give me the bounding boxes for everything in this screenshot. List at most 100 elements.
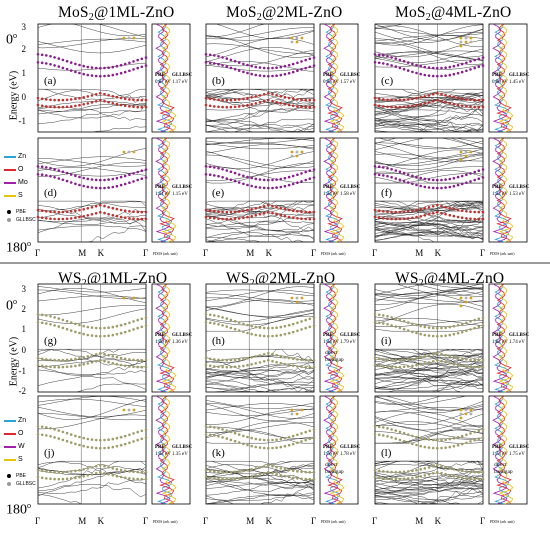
pdos-axis-label: PDOS (arb. unit) bbox=[321, 252, 346, 256]
cb-marker bbox=[250, 324, 253, 328]
structure-atom bbox=[127, 408, 131, 412]
cb-marker bbox=[382, 166, 385, 169]
cb-marker bbox=[213, 62, 216, 65]
structure-atom bbox=[122, 408, 126, 412]
vb-marker bbox=[473, 210, 477, 214]
vb-marker bbox=[465, 105, 468, 108]
structure-atom bbox=[290, 154, 294, 158]
vb-marker bbox=[128, 217, 131, 220]
cb-marker bbox=[287, 435, 291, 439]
vb-marker bbox=[373, 468, 377, 472]
k-point-label: Γ bbox=[203, 248, 208, 258]
vb-marker bbox=[86, 467, 90, 470]
vb-marker bbox=[377, 476, 381, 480]
cb-marker bbox=[279, 333, 283, 337]
vb-marker bbox=[300, 358, 303, 362]
pdos-curve bbox=[327, 137, 343, 243]
cb-marker bbox=[204, 313, 208, 316]
vb-marker bbox=[90, 473, 94, 476]
vb-marker bbox=[233, 365, 237, 369]
vb-marker bbox=[444, 205, 447, 209]
vb-marker bbox=[123, 104, 127, 108]
cb-marker bbox=[275, 66, 278, 69]
cb-marker bbox=[300, 172, 303, 175]
vb-marker bbox=[78, 103, 81, 107]
vb-marker bbox=[308, 210, 312, 214]
cb-marker bbox=[237, 433, 241, 436]
cb-marker bbox=[65, 431, 69, 435]
cb-marker bbox=[431, 326, 435, 330]
cb-marker bbox=[423, 437, 427, 441]
band-line bbox=[37, 369, 147, 375]
cb-marker bbox=[61, 438, 65, 442]
band-line bbox=[374, 351, 484, 371]
cb-marker bbox=[204, 321, 208, 324]
band-line bbox=[374, 28, 484, 43]
band-line bbox=[205, 37, 315, 58]
structure-atom bbox=[295, 36, 299, 40]
cb-marker bbox=[452, 332, 456, 336]
vb-marker bbox=[45, 470, 48, 473]
pdos-curve bbox=[157, 23, 173, 133]
cb-marker bbox=[250, 72, 253, 76]
vb-marker bbox=[107, 100, 110, 104]
vb-marker bbox=[61, 210, 65, 214]
vb-marker bbox=[82, 208, 85, 211]
cb-marker bbox=[394, 177, 398, 180]
band-line bbox=[205, 229, 315, 243]
vb-marker bbox=[308, 217, 312, 221]
cb-marker bbox=[229, 326, 233, 330]
band-line bbox=[205, 205, 315, 219]
vb-marker bbox=[229, 365, 233, 369]
cb-marker bbox=[402, 59, 406, 63]
cb-marker bbox=[115, 324, 119, 328]
cb-marker bbox=[262, 438, 266, 442]
cb-marker bbox=[373, 313, 377, 316]
band-line bbox=[37, 225, 147, 232]
cb-marker bbox=[53, 56, 56, 59]
cb-marker bbox=[465, 329, 468, 333]
band-line bbox=[374, 287, 484, 295]
vb-marker bbox=[246, 215, 249, 219]
vb-marker bbox=[90, 354, 94, 357]
vb-marker bbox=[271, 352, 274, 356]
direct-bandgap-note: direct bbox=[494, 462, 507, 468]
vb-marker bbox=[78, 208, 81, 212]
vb-marker bbox=[242, 216, 245, 220]
cb-marker bbox=[258, 334, 262, 337]
vb-marker bbox=[308, 477, 312, 481]
cb-marker bbox=[394, 437, 398, 440]
vb-marker bbox=[452, 467, 456, 471]
gap-header-gllbsc: GLLBSC bbox=[340, 73, 361, 78]
vb-marker bbox=[262, 472, 266, 475]
cb-marker bbox=[402, 171, 406, 175]
block-divider bbox=[0, 262, 550, 264]
cb-marker bbox=[99, 178, 102, 182]
cb-marker bbox=[57, 169, 61, 172]
cb-marker bbox=[419, 444, 423, 448]
vb-marker bbox=[279, 213, 283, 217]
band-line bbox=[205, 482, 315, 489]
band-line bbox=[38, 88, 146, 100]
panel-label: (b) bbox=[212, 75, 225, 87]
vb-marker bbox=[99, 351, 102, 355]
vb-marker bbox=[250, 475, 253, 478]
vb-marker bbox=[107, 205, 110, 209]
vb-marker bbox=[398, 210, 402, 214]
band-line bbox=[205, 214, 315, 231]
pdos-curve bbox=[496, 283, 512, 393]
cb-marker bbox=[132, 180, 135, 183]
band-line bbox=[374, 317, 484, 326]
band-line bbox=[374, 24, 484, 46]
vb-marker bbox=[271, 464, 274, 468]
vb-marker bbox=[431, 360, 435, 363]
vb-marker bbox=[229, 105, 233, 109]
cb-marker bbox=[90, 74, 94, 77]
pdos-curve bbox=[498, 283, 514, 393]
vb-marker bbox=[415, 103, 418, 107]
legend-w: W bbox=[2, 440, 38, 453]
pdos-curve bbox=[494, 137, 510, 243]
cb-marker bbox=[394, 429, 398, 432]
